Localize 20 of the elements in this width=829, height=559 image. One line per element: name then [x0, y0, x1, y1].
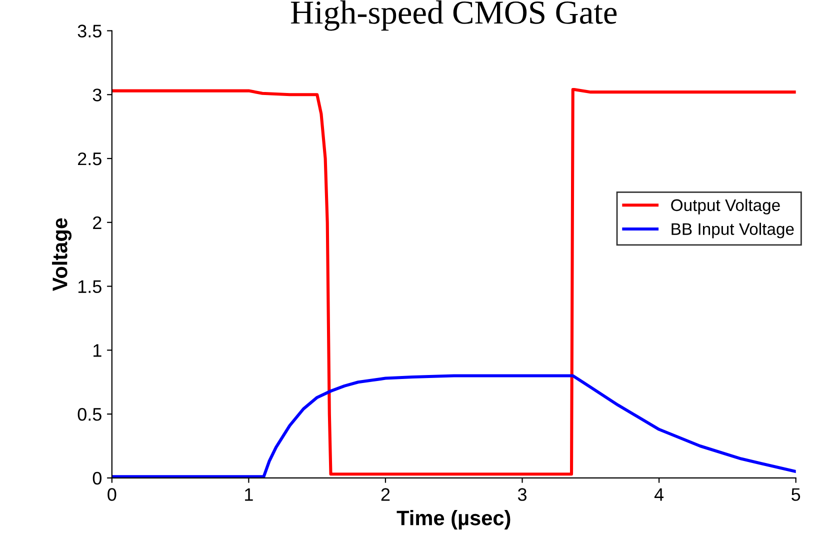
x-axis-title: Time (µsec): [396, 510, 510, 530]
x-tick-label: 5: [792, 488, 800, 501]
y-tick-label: 3.5: [78, 24, 102, 38]
legend-label: BB Input Voltage: [672, 222, 794, 238]
y-tick-label: 1.5: [78, 280, 102, 294]
y-tick-label: 0: [92, 472, 102, 485]
y-tick-label: 0.5: [78, 408, 102, 421]
y-tick-label: 2: [93, 216, 102, 229]
y-tick-label: 2.5: [78, 152, 102, 166]
legend-label: Output Voltage: [671, 198, 780, 214]
y-tick-label: 1: [94, 344, 102, 357]
y-tick-label: 3: [92, 88, 102, 102]
chart-title: High-speed CMOS Gate: [290, 0, 617, 31]
x-tick-label: 1: [245, 488, 253, 501]
x-tick-label: 4: [654, 488, 664, 501]
x-tick-label: 3: [518, 488, 526, 501]
y-axis-title: Voltage: [52, 218, 72, 292]
x-tick-label: 0: [108, 488, 116, 501]
line-series: [112, 88, 796, 476]
x-tick-label: 2: [381, 488, 390, 501]
